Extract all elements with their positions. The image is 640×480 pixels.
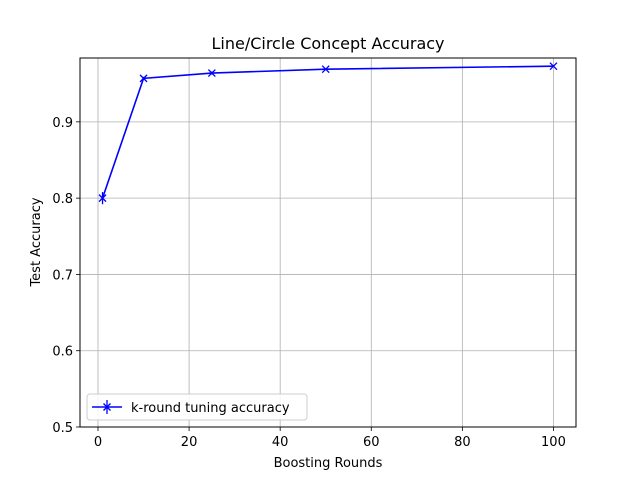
y-tick-label: 0.7 <box>52 268 73 283</box>
data-point <box>321 65 330 74</box>
legend-marker <box>92 400 122 414</box>
plot-frame <box>79 57 577 428</box>
y-tick-label: 0.9 <box>52 116 73 131</box>
legend-label: k-round tuning accuracy <box>131 401 290 416</box>
x-tick-label: 100 <box>541 435 566 450</box>
x-axis-label: Boosting Rounds <box>274 456 383 471</box>
marker-stroke <box>139 74 148 83</box>
marker-stroke <box>103 403 111 411</box>
series-layer <box>98 62 558 205</box>
x-tick-label: 0 <box>94 435 102 450</box>
y-tick-label: 0.8 <box>52 192 73 207</box>
marker-stroke <box>321 65 330 74</box>
y-axis-label: Test Accuracy <box>29 197 44 287</box>
data-point <box>98 194 107 203</box>
grid <box>80 58 576 428</box>
series-line <box>101 65 554 199</box>
data-point <box>207 69 216 77</box>
x-tick-label: 20 <box>181 435 198 450</box>
x-tick-label: 80 <box>454 435 471 450</box>
legend-x-marker <box>103 403 111 411</box>
marker-stroke <box>549 62 558 71</box>
legend-box <box>86 393 308 421</box>
marker-stroke <box>98 194 107 203</box>
y-tick-label: 0.6 <box>52 345 73 360</box>
marker-stroke <box>207 69 216 77</box>
y-tick-label: 0.5 <box>52 421 73 436</box>
chart-title: Line/Circle Concept Accuracy <box>211 34 444 53</box>
x-tick-label: 60 <box>363 435 380 450</box>
legend: k-round tuning accuracy <box>86 393 308 421</box>
axis-ticks: 0 20 40 60 80 100 0.5 0.6 0.7 0.8 0.9 <box>52 116 566 450</box>
x-tick-label: 40 <box>272 435 289 450</box>
data-point <box>549 62 558 71</box>
data-point <box>139 74 148 83</box>
